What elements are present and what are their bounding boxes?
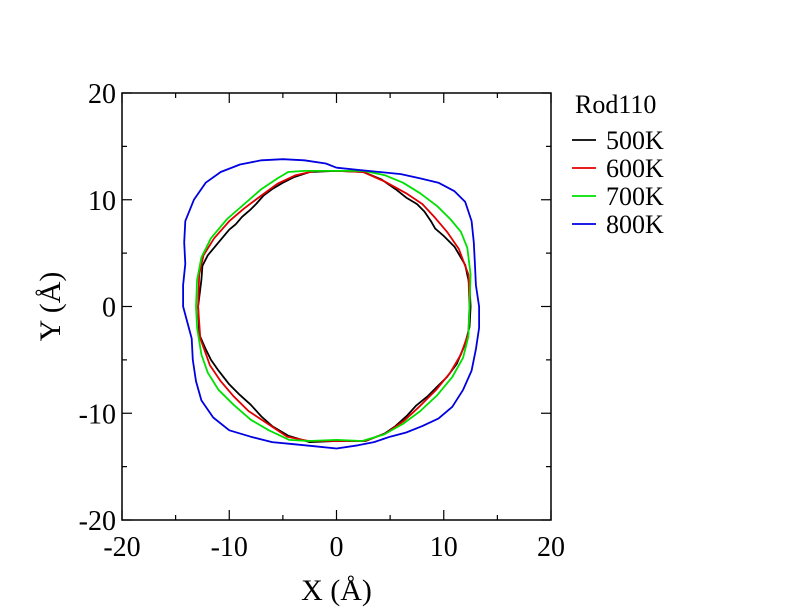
ticks-layer	[121, 92, 552, 521]
x-tick-label: 10	[430, 532, 458, 563]
legend-label: 600K	[606, 154, 664, 183]
x-axis-label: X (Å)	[301, 574, 372, 607]
x-tick-label: 0	[330, 532, 344, 563]
y-tick-label: 10	[88, 186, 116, 217]
y-tick-label: 20	[88, 79, 116, 110]
series-line-600k	[197, 170, 471, 442]
x-tick-label: -10	[211, 532, 248, 563]
legend-label: 700K	[606, 182, 664, 211]
y-axis-label: Y (Å)	[34, 272, 67, 342]
tick-labels: -20 -10 0 10 20 -20 -10 0 10 20	[79, 79, 565, 563]
legend-label: 500K	[606, 126, 664, 155]
series-layer	[182, 158, 480, 450]
y-tick-label: 0	[102, 293, 116, 324]
x-tick-label: 20	[537, 532, 565, 563]
plot-area	[121, 92, 552, 521]
series-line-800k	[182, 158, 480, 450]
series-line-500k	[197, 170, 472, 443]
x-tick-label: -20	[103, 532, 140, 563]
legend-label: 800K	[606, 210, 664, 239]
legend-title: Rod110	[575, 90, 656, 119]
y-tick-label: -20	[79, 506, 116, 537]
y-tick-label: -10	[79, 399, 116, 430]
series-line-700k	[195, 170, 472, 442]
